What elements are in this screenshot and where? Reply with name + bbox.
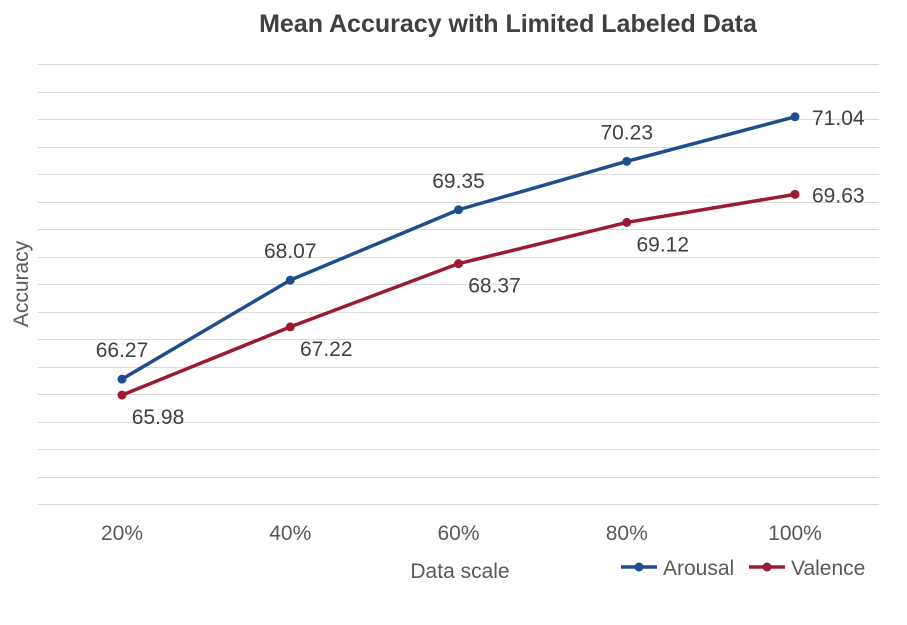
data-point-valence (790, 189, 800, 199)
legend-label-arousal: Arousal (663, 557, 734, 580)
data-label-valence: 65.98 (132, 406, 185, 429)
legend-item-arousal: Arousal (621, 557, 734, 580)
chart-title: Mean Accuracy with Limited Labeled Data (259, 10, 758, 38)
legend: Arousal Valence (621, 557, 865, 580)
data-point-arousal (454, 205, 463, 215)
data-label-valence: 67.22 (300, 338, 353, 361)
x-tick-label: 40% (269, 522, 311, 545)
data-label-arousal: 71.04 (812, 107, 865, 130)
series-valence: 65.98 67.22 68.37 69.12 69.63 (117, 184, 865, 429)
x-axis-tick-labels: 20% 40% 60% 80% 100% (101, 522, 822, 545)
data-point-valence (622, 217, 632, 227)
series-line-valence (120, 192, 797, 397)
series-group: 66.27 68.07 69.35 70.23 71.04 65.98 67.22 68.37… (96, 107, 865, 429)
x-tick-label: 60% (437, 522, 479, 545)
legend-label-valence: Valence (791, 557, 865, 580)
data-label-valence: 69.63 (812, 184, 865, 207)
data-label-arousal: 69.35 (432, 170, 485, 193)
x-tick-label: 100% (768, 522, 822, 545)
data-point-arousal (285, 275, 295, 285)
data-point-arousal (790, 112, 800, 122)
data-label-valence: 68.37 (468, 275, 521, 298)
x-tick-label: 20% (101, 522, 143, 545)
series-arousal: 66.27 68.07 69.35 70.23 71.04 (96, 107, 865, 384)
data-label-arousal: 66.27 (96, 339, 149, 362)
gridlines (38, 64, 879, 505)
data-label-valence: 69.12 (636, 233, 689, 256)
legend-item-valence: Valence (749, 557, 865, 580)
data-point-valence (117, 390, 127, 400)
x-tick-label: 80% (606, 522, 648, 545)
y-axis-title: Accuracy (10, 240, 33, 327)
legend-marker-arousal (634, 562, 644, 572)
data-point-arousal (117, 374, 127, 384)
x-axis-title: Data scale (410, 560, 509, 583)
data-label-arousal: 68.07 (264, 240, 317, 263)
data-point-valence (454, 259, 463, 269)
data-label-arousal: 70.23 (600, 121, 653, 144)
legend-marker-valence (762, 562, 772, 572)
data-point-arousal (622, 156, 632, 166)
data-point-valence (285, 322, 295, 332)
